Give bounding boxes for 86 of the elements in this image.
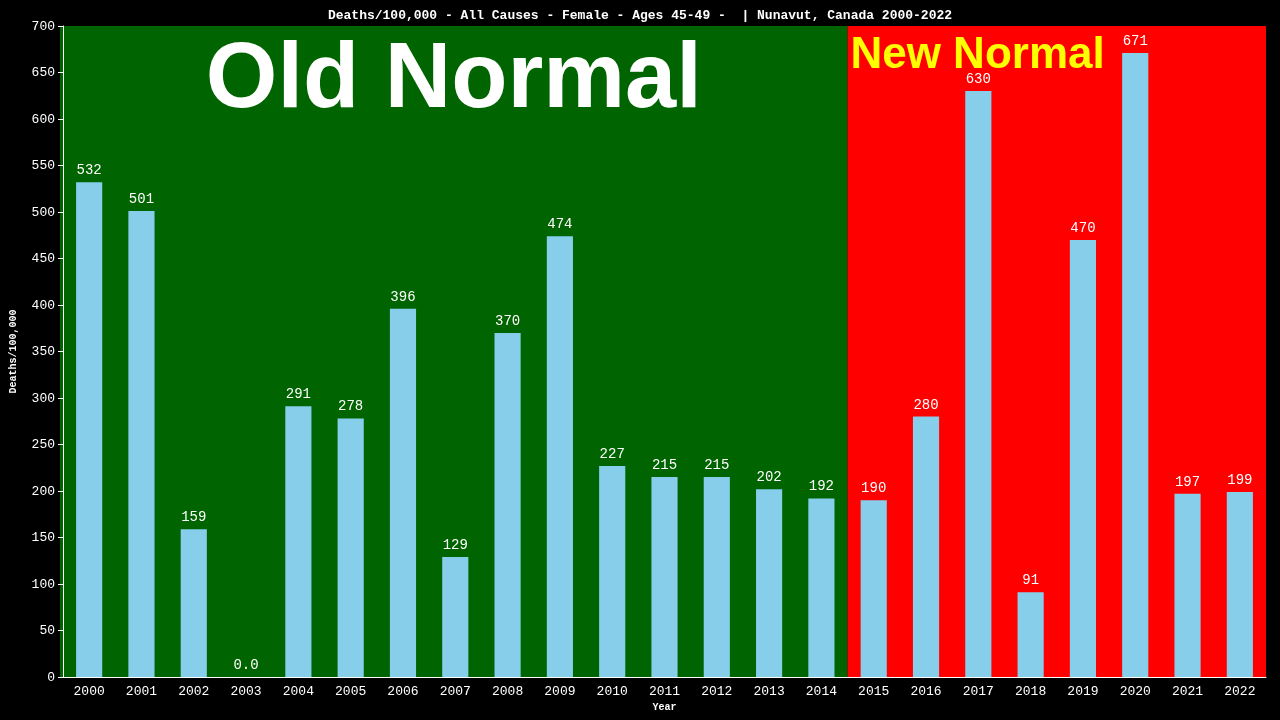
data-label: 396 (390, 288, 416, 305)
data-label: 280 (913, 396, 939, 413)
data-label: 671 (1122, 32, 1148, 49)
y-tick-label: 450 (31, 251, 55, 266)
y-tick-label: 650 (31, 65, 55, 80)
data-label: 215 (651, 457, 678, 474)
data-label: 129 (442, 537, 468, 554)
y-tick-label: 100 (31, 576, 55, 592)
bar (494, 332, 521, 677)
bar (1069, 239, 1097, 677)
y-tick-label: 600 (31, 111, 55, 127)
x-tick-label: 2019 (1067, 684, 1099, 699)
x-tick-label: 2006 (387, 684, 419, 699)
y-tick-label: 400 (31, 297, 55, 313)
bar (337, 418, 364, 677)
x-tick-label: 2021 (1171, 684, 1204, 699)
data-label: 370 (494, 312, 521, 329)
x-axis-title: Year (652, 702, 677, 714)
bar (756, 489, 783, 677)
y-tick-label: 550 (31, 158, 55, 173)
data-label: 197 (1174, 473, 1201, 490)
data-label: 202 (756, 469, 782, 486)
data-label: 192 (808, 478, 835, 495)
bar (965, 91, 992, 677)
x-tick-label: 2001 (125, 684, 158, 699)
y-tick-label: 350 (31, 344, 55, 359)
bar (389, 308, 417, 677)
y-tick-label: 250 (31, 437, 55, 452)
data-label: 91 (1022, 572, 1040, 589)
data-label: 215 (704, 457, 730, 474)
bar (860, 500, 887, 677)
x-tick-label: 2008 (491, 684, 524, 699)
x-tick-label: 2016 (910, 684, 942, 699)
bar (128, 211, 155, 677)
band-label: Old Normal (205, 24, 702, 126)
bar (1122, 52, 1149, 677)
data-label: 532 (76, 162, 102, 179)
x-tick-label: 2013 (753, 684, 785, 699)
x-tick-label: 2017 (962, 684, 994, 699)
x-tick-label: 2015 (858, 684, 890, 699)
x-tick-label: 2011 (648, 684, 681, 699)
x-tick-label: 2018 (1015, 684, 1047, 699)
y-tick-label: 150 (31, 530, 55, 545)
x-tick-label: 2020 (1119, 684, 1151, 699)
x-tick-label: 2007 (439, 684, 471, 699)
bar (1174, 493, 1201, 677)
y-tick-label: 0 (47, 669, 55, 685)
x-tick-label: 2000 (73, 684, 105, 699)
x-tick-label: 2002 (178, 684, 210, 699)
x-tick-label: 2003 (230, 684, 262, 699)
bar (912, 416, 940, 677)
data-label: 278 (338, 398, 364, 415)
bar (808, 498, 835, 677)
x-tick-label: 2009 (544, 684, 576, 699)
data-label: 470 (1070, 219, 1096, 236)
data-label: 199 (1227, 471, 1253, 488)
y-axis-title: Deaths/100,000 (7, 309, 19, 394)
bar (76, 182, 103, 677)
data-label: 0.0 (233, 657, 259, 673)
data-label: 190 (861, 480, 887, 497)
bar (703, 477, 730, 677)
y-tick-label: 300 (31, 390, 55, 406)
y-tick-label: 200 (31, 483, 55, 499)
x-tick-label: 2012 (701, 684, 733, 699)
x-tick-label: 2004 (282, 684, 315, 699)
x-tick-label: 2022 (1224, 684, 1256, 699)
x-tick-label: 2014 (805, 684, 838, 699)
bar (1226, 491, 1253, 677)
data-label: 227 (599, 445, 625, 462)
data-label: 501 (128, 191, 155, 208)
data-label: 474 (547, 216, 573, 233)
x-tick-label: 2005 (335, 684, 367, 699)
bar (442, 557, 469, 677)
bar (546, 236, 573, 677)
y-tick-label: 700 (31, 18, 55, 34)
chart-title: Deaths/100,000 - All Causes - Female - Ages 45-49 - | Nunavut, Canada 2000-2022 (327, 8, 953, 23)
bar (180, 529, 207, 677)
data-label: 291 (285, 386, 311, 403)
bar (651, 477, 678, 677)
bar (285, 406, 312, 677)
data-label: 159 (181, 509, 207, 526)
bar (599, 465, 626, 677)
x-tick-label: 2010 (596, 684, 628, 699)
bar (1017, 592, 1044, 677)
y-tick-label: 500 (31, 204, 55, 220)
y-tick-label: 50 (39, 623, 55, 638)
